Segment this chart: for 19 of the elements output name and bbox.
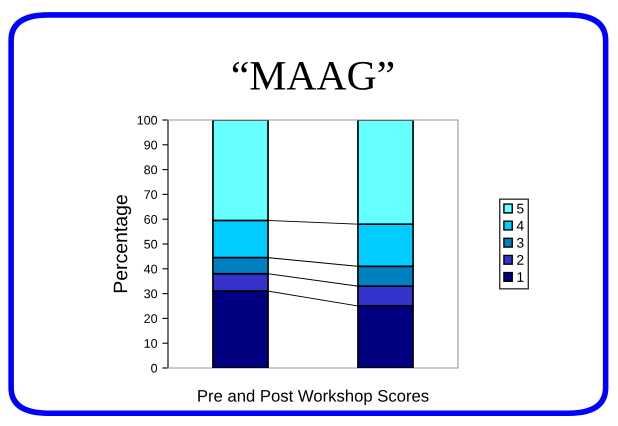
y-axis-title: Percentage	[114, 195, 132, 292]
y-tick-label: 90	[144, 140, 158, 150]
y-tick-label: 10	[144, 339, 158, 348]
y-tick-label: 80	[144, 165, 158, 174]
y-tick-label: 0	[151, 364, 158, 373]
legend-label: 3	[516, 238, 524, 248]
x-axis-title: Pre and Post Workshop Scores	[198, 390, 429, 406]
y-tick-label: 60	[144, 215, 158, 224]
y-tick-label: 40	[144, 264, 158, 274]
y-tick-label: 30	[144, 289, 158, 298]
y-tick-label: 20	[144, 314, 158, 324]
chart-title: “MAAG”	[232, 62, 394, 90]
legend-label: 5	[516, 204, 524, 214]
legend-label: 1	[517, 272, 524, 282]
y-tick-label: 70	[144, 190, 158, 200]
legend-label: 2	[517, 255, 524, 265]
legend-label: 4	[516, 220, 524, 230]
y-tick-label: 100	[138, 116, 158, 125]
y-tick-label: 50	[144, 240, 158, 249]
